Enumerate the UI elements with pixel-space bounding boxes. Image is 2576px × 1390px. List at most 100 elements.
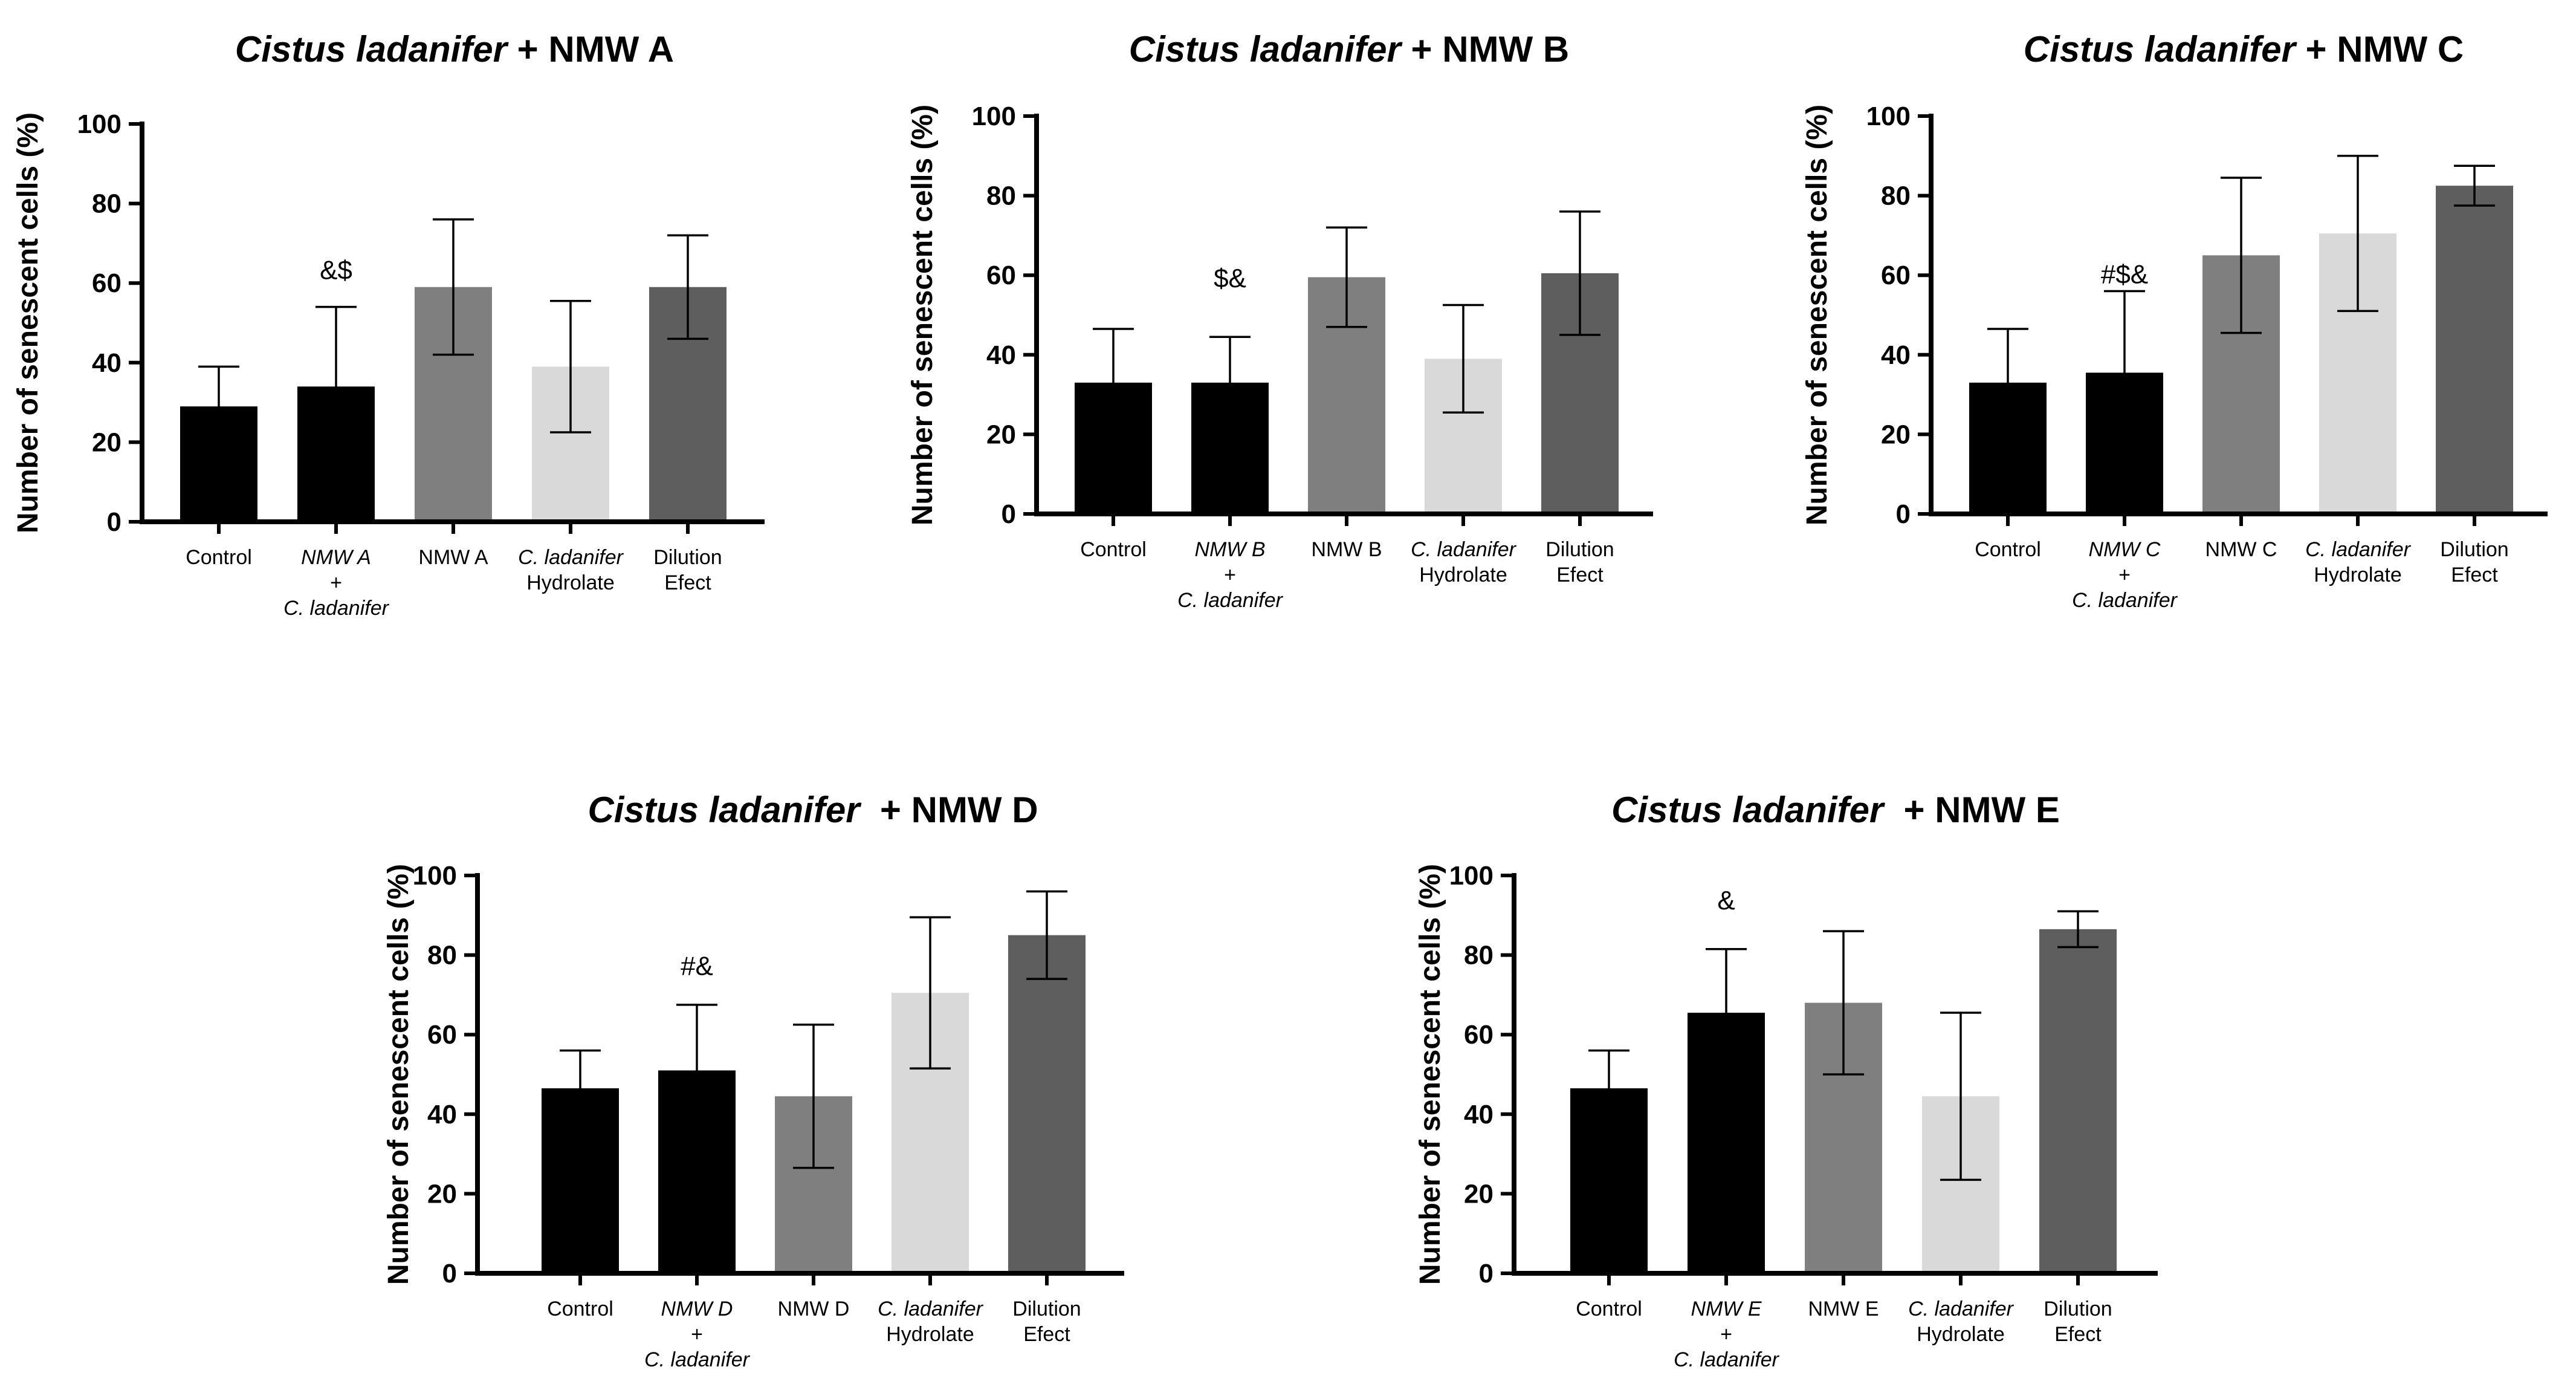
y-tick-label: 20 [1881, 420, 1911, 449]
x-tick-label: + [1720, 1323, 1732, 1346]
y-tick-label: 40 [986, 340, 1016, 370]
x-tick-label: NMW E [1808, 1297, 1879, 1320]
y-tick-label: 0 [1896, 499, 1911, 529]
chart-title-treatment: + NMW C [2296, 29, 2464, 70]
chart-panel-1: Cistus ladanifer + NMW A Number of senesc… [12, 29, 765, 620]
x-tick-label: C. ladanifer [283, 597, 390, 620]
chart-panel-5: Cistus ladanifer + NMW E Number of senesc… [1414, 790, 2158, 1371]
y-tick-label: 60 [427, 1020, 457, 1050]
x-tick-label: NMW C [2205, 538, 2277, 561]
y-tick-label: 0 [1002, 499, 1016, 529]
significance-label: #$& [2101, 259, 2148, 289]
y-tick-label: 80 [1464, 941, 1493, 970]
error-bar [2337, 155, 2378, 313]
y-tick-label: 20 [986, 420, 1016, 449]
x-tick-label: NMW E [1691, 1297, 1761, 1320]
y-axis-label: Number of senescent cells (%) [383, 864, 415, 1285]
error-bar [560, 1049, 601, 1128]
error-bar [1559, 210, 1600, 336]
y-tick-label: 20 [427, 1179, 457, 1209]
x-tick-label: Dilution [1012, 1297, 1081, 1320]
x-tick-label: C. ladanifer [1411, 538, 1517, 561]
error-bar [910, 916, 951, 1070]
error-bar [550, 300, 591, 434]
x-tick-label: + [691, 1323, 703, 1346]
chart-title-treatment: + NMW B [1401, 29, 1569, 70]
x-tick-label: NMW B [1194, 538, 1265, 561]
chart-title: Cistus ladanifer + NMW C [2024, 29, 2464, 70]
error-bar [1326, 226, 1367, 328]
y-tick-label: 60 [1464, 1020, 1493, 1050]
y-tick-label: 60 [1881, 261, 1911, 290]
error-bar [2221, 177, 2262, 334]
chart-panel-2: Cistus ladanifer + NMW B Number of senesc… [907, 29, 1653, 612]
x-tick-label: C. ladanifer [2072, 589, 2178, 612]
x-tick-label: NMW D [661, 1297, 733, 1320]
error-bar [676, 1004, 717, 1137]
y-tick-label: 80 [92, 189, 121, 219]
error-bar [1987, 328, 2028, 438]
error-bar [1823, 930, 1864, 1076]
y-axis-label: Number of senescent cells (%) [1801, 105, 1833, 525]
y-tick-label: 40 [1881, 340, 1911, 370]
x-tick-label: Control [1975, 538, 2041, 561]
x-tick-label: Dilution [1545, 538, 1614, 561]
error-bar [198, 365, 239, 447]
significance-label: &$ [320, 256, 352, 285]
y-tick-label: 20 [1464, 1179, 1493, 1209]
y-tick-label: 100 [972, 102, 1016, 131]
chart-title: Cistus ladanifer + NMW D [587, 790, 1038, 830]
x-tick-label: Hydrolate [1419, 563, 1507, 586]
x-tick-label: Control [547, 1297, 613, 1320]
x-tick-label: NMW C [2089, 538, 2161, 561]
chart-panel-4: Cistus ladanifer + NMW D Number of senesc… [383, 790, 1124, 1371]
significance-label: #& [681, 952, 713, 981]
x-tick-label: C. ladanifer [2305, 538, 2412, 561]
y-tick-label: 40 [1464, 1100, 1493, 1129]
y-tick-label: 60 [986, 261, 1016, 290]
x-tick-label: Hydrolate [1917, 1323, 2005, 1346]
chart-title: Cistus ladanifer + NMW B [1129, 29, 1569, 70]
x-tick-label: Dilution [2440, 538, 2508, 561]
x-tick-label: Hydrolate [526, 571, 615, 594]
bar [2436, 186, 2513, 514]
x-tick-label: + [330, 571, 342, 594]
y-tick-label: 20 [92, 427, 121, 457]
y-tick-label: 80 [427, 941, 457, 970]
error-bar [1209, 336, 1251, 430]
chart-title-treatment: + NMW D [860, 790, 1038, 830]
x-tick-label: NMW A [301, 546, 371, 569]
x-tick-label: + [1224, 563, 1236, 586]
y-tick-label: 0 [442, 1259, 457, 1288]
significance-label: $& [1214, 264, 1246, 293]
y-axis-label: Number of senescent cells (%) [907, 105, 939, 525]
y-tick-label: 100 [77, 109, 121, 139]
chart-title-species: Cistus ladanifer [1611, 790, 1886, 830]
y-tick-label: 80 [1881, 181, 1911, 211]
error-bar [1706, 947, 1747, 1078]
x-tick-label: C. ladanifer [1908, 1297, 2015, 1320]
y-tick-label: 80 [986, 181, 1016, 211]
error-bar [1443, 304, 1484, 414]
bar [2039, 929, 2117, 1273]
error-bar [1940, 1012, 1981, 1181]
x-tick-label: Dilution [2044, 1297, 2112, 1320]
x-tick-label: NMW A [418, 546, 488, 569]
error-bar [316, 305, 357, 467]
x-tick-label: C. ladanifer [1177, 589, 1284, 612]
y-tick-label: 40 [427, 1100, 457, 1129]
x-tick-label: Efect [2054, 1323, 2102, 1346]
chart-panel-3: Cistus ladanifer + NMW C Number of senesc… [1801, 29, 2548, 612]
error-bar [1588, 1049, 1629, 1128]
y-tick-label: 100 [413, 861, 457, 891]
y-tick-label: 60 [92, 268, 121, 298]
y-axis-label: Number of senescent cells (%) [12, 112, 44, 533]
x-tick-label: + [2118, 563, 2131, 586]
error-bar [2104, 290, 2145, 456]
error-bar [2454, 164, 2495, 207]
error-bar [2057, 910, 2099, 949]
error-bar [1093, 328, 1134, 438]
significance-label: & [1717, 886, 1735, 915]
y-tick-label: 100 [1866, 102, 1911, 131]
x-tick-label: C. ladanifer [518, 546, 624, 569]
